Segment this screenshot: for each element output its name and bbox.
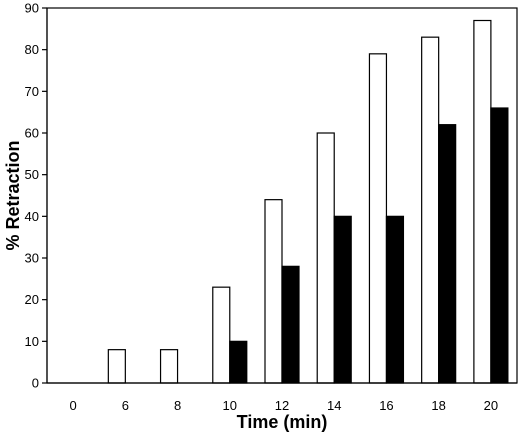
y-tick-label: 90 <box>25 1 39 16</box>
y-tick-label: 10 <box>25 334 39 349</box>
bar-open <box>421 36 440 384</box>
bar-filled <box>385 215 405 384</box>
x-tick-label: 14 <box>327 398 341 413</box>
y-tick-label: 0 <box>32 376 39 391</box>
bar-filled <box>281 265 300 384</box>
bar-filled <box>229 340 248 384</box>
x-tick-label: 0 <box>69 398 76 413</box>
x-tick-label: 16 <box>379 398 393 413</box>
y-tick-label: 20 <box>25 292 39 307</box>
bar-filled <box>438 124 457 384</box>
bar-open <box>316 132 335 384</box>
y-tick-label: 60 <box>25 126 39 141</box>
y-tick-label: 30 <box>25 251 39 266</box>
y-tick-label: 50 <box>25 167 39 182</box>
bars-group <box>107 19 509 384</box>
y-tick-label: 40 <box>25 209 39 224</box>
plot-frame <box>46 7 518 384</box>
x-tick-label: 6 <box>122 398 129 413</box>
bar-open <box>264 199 283 384</box>
bar-open <box>159 349 179 384</box>
bar-filled <box>333 215 352 384</box>
y-tick-label: 80 <box>25 42 39 57</box>
bar-open <box>212 286 231 384</box>
x-axis-title: Time (min) <box>237 412 328 432</box>
bar-open <box>368 53 388 384</box>
y-axis-ticks: 0 10 20 30 40 50 60 70 80 90 <box>25 1 47 391</box>
x-tick-label: 18 <box>431 398 445 413</box>
y-axis-title: % Retraction <box>3 140 23 250</box>
x-tick-label: 8 <box>174 398 181 413</box>
bar-filled <box>490 107 509 384</box>
x-axis-ticks: 0 6 8 10 12 14 16 18 20 <box>69 398 498 413</box>
x-tick-label: 10 <box>223 398 237 413</box>
x-tick-label: 12 <box>275 398 289 413</box>
x-tick-label: 20 <box>484 398 498 413</box>
y-tick-label: 70 <box>25 84 39 99</box>
bar-open <box>473 19 492 384</box>
bar-open <box>107 349 126 384</box>
